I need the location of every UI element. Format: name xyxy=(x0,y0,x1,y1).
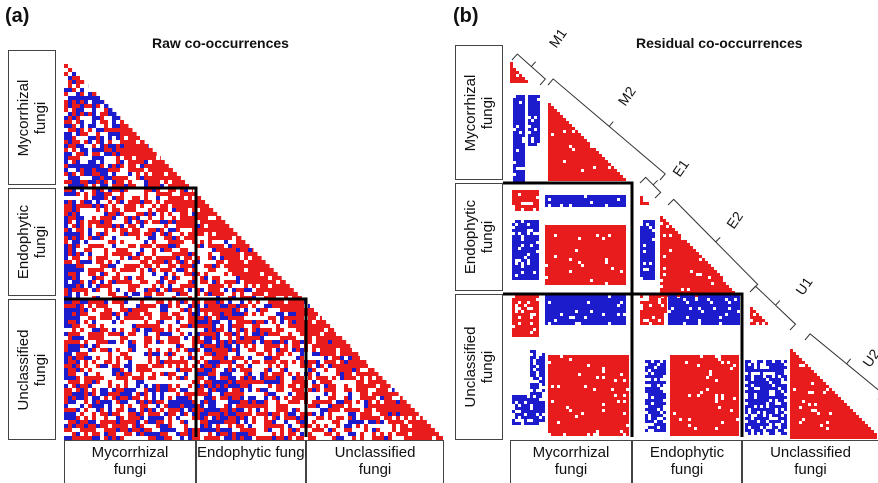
cluster-u2-cells xyxy=(790,349,877,439)
panel-a-col-label-unclassified: Unclassified fungi xyxy=(306,440,444,483)
divider-b-mycorrhizal xyxy=(503,181,634,437)
cluster-brace-4 xyxy=(749,285,797,331)
myc-negative-strip-2 xyxy=(528,95,540,146)
col-label-line2: fungi xyxy=(113,461,147,478)
col-label-line1: Endophytic xyxy=(649,444,725,461)
endo-myc-red-1 xyxy=(512,190,539,211)
col-label-line1: Unclassified xyxy=(770,444,851,461)
panel-a-row-label-unclassified: Unclassified fungi xyxy=(8,299,56,440)
panel-a-col-label-mycorrhizal: Mycorrhizal fungi xyxy=(64,440,196,483)
panel-a-row-label-endophytic: Endophytic fungi xyxy=(8,188,56,296)
unc-endo-red-2 xyxy=(670,355,739,436)
cluster-brace-5 xyxy=(804,333,878,400)
endo-myc-blue-1 xyxy=(545,195,626,207)
heatmap-a-cells xyxy=(64,64,443,440)
col-label-line1: Mycorrhizal xyxy=(532,444,610,461)
negative-cells xyxy=(64,72,400,440)
panel-a-letter: (a) xyxy=(5,5,30,27)
cluster-m2-cells xyxy=(548,103,626,181)
cluster-e1-cells xyxy=(640,196,649,205)
col-label-line1: Mycorrhizal xyxy=(91,444,169,461)
unc-myc-blue-1 xyxy=(545,295,626,325)
positive-cells xyxy=(64,64,443,440)
cluster-m1-cells xyxy=(510,62,528,83)
panel-b-letter: (b) xyxy=(453,5,479,27)
panel-a-row-label-mycorrhizal: Mycorrhizal fungi xyxy=(8,50,56,185)
unc-unc-blue xyxy=(745,360,787,435)
divider-endophytic xyxy=(64,297,308,437)
cluster-brace-0 xyxy=(511,53,547,86)
myc-negative-strip-1 xyxy=(513,95,525,182)
panel-a-title: Raw co-occurrences xyxy=(152,35,289,51)
col-label-line2: fungi xyxy=(554,461,588,478)
cluster-brace-2 xyxy=(639,176,662,199)
endo-myc-red-2 xyxy=(545,225,626,285)
panel-b-col-label-unclassified: Unclassified fungi xyxy=(742,440,878,483)
panel-b-col-label-mycorrhizal: Mycorrhizal fungi xyxy=(510,440,632,483)
divider-b-endophytic xyxy=(503,292,744,437)
panel-b-row-label-endophytic: Endophytic fungi xyxy=(455,183,503,291)
panel-b-title: Residual co-occurrences xyxy=(636,35,803,51)
divider-mycorrhizal xyxy=(64,186,198,437)
unc-myc-red-2 xyxy=(548,355,629,436)
col-label-line2: fungi xyxy=(358,461,392,478)
panel-b-row-label-mycorrhizal: Mycorrhizal fungi xyxy=(455,45,503,180)
col-label-line1: Endophytic fungi xyxy=(197,444,308,461)
col-label-line2: fungi xyxy=(670,461,704,478)
endo-myc-blue-2 xyxy=(512,220,539,280)
unc-endo-blue-1 xyxy=(668,295,740,325)
col-label-line2: fungi xyxy=(794,461,827,478)
col-label-line1: Unclassified xyxy=(334,444,416,461)
unc-endo-red-1 xyxy=(640,295,667,325)
unc-endo-blue-2 xyxy=(645,360,666,432)
unc-myc-red-1 xyxy=(512,295,539,337)
panel-b-col-label-endophytic: Endophytic fungi xyxy=(632,440,742,483)
unc-myc-blue-3 xyxy=(530,350,545,422)
panel-b-row-label-unclassified: Unclassified fungi xyxy=(455,294,503,440)
panel-a-col-label-endophytic: Endophytic fungi xyxy=(196,440,308,483)
cluster-u1-cells xyxy=(750,307,768,325)
endo-endo-blue xyxy=(640,220,655,280)
cluster-brace-1 xyxy=(547,78,666,181)
cluster-e2-cells xyxy=(660,216,738,297)
